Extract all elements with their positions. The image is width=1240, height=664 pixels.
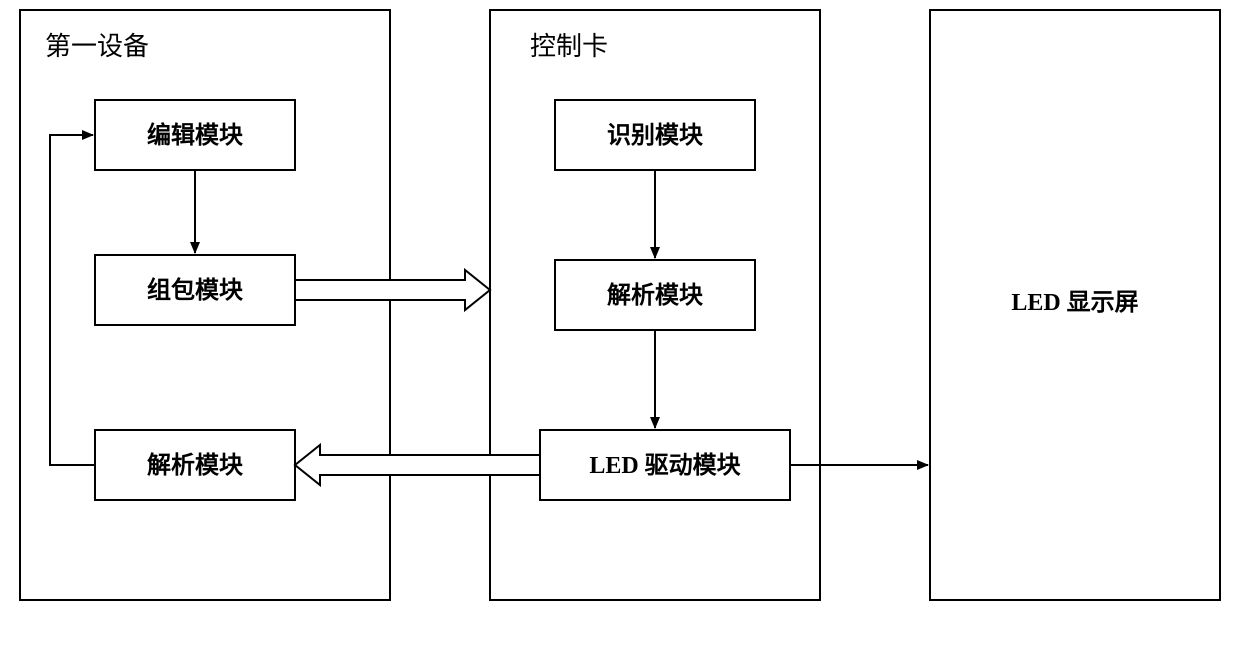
panel-device1-title: 第一设备 <box>45 32 149 61</box>
box-edit: 编辑模块 <box>95 100 295 170</box>
box-edit-label: 编辑模块 <box>147 121 243 149</box>
box-parse1: 解析模块 <box>95 430 295 500</box>
panel-display-title: LED 显示屏 <box>1011 290 1138 316</box>
box-parse2: 解析模块 <box>555 260 755 330</box>
box-driver-label: LED 驱动模块 <box>589 452 740 479</box>
hollow-arrow-pack-to-control <box>295 270 490 310</box>
box-recog-label: 识别模块 <box>607 122 703 149</box>
box-parse2-label: 解析模块 <box>607 281 703 309</box>
panel-control-title: 控制卡 <box>530 32 608 61</box>
box-pack-label: 组包模块 <box>147 276 243 304</box>
box-recog: 识别模块 <box>555 100 755 170</box>
box-parse1-label: 解析模块 <box>147 451 243 479</box>
hollow-arrow-driver-to-parse1 <box>295 445 540 485</box>
box-pack: 组包模块 <box>95 255 295 325</box>
box-driver: LED 驱动模块 <box>540 430 790 500</box>
panel-device1 <box>20 10 390 600</box>
arrow-parse1-to-edit <box>50 135 95 465</box>
diagram-canvas: 第一设备 控制卡 LED 显示屏 编辑模块 组包模块 解析模块 识别模块 解析模… <box>0 0 1240 664</box>
